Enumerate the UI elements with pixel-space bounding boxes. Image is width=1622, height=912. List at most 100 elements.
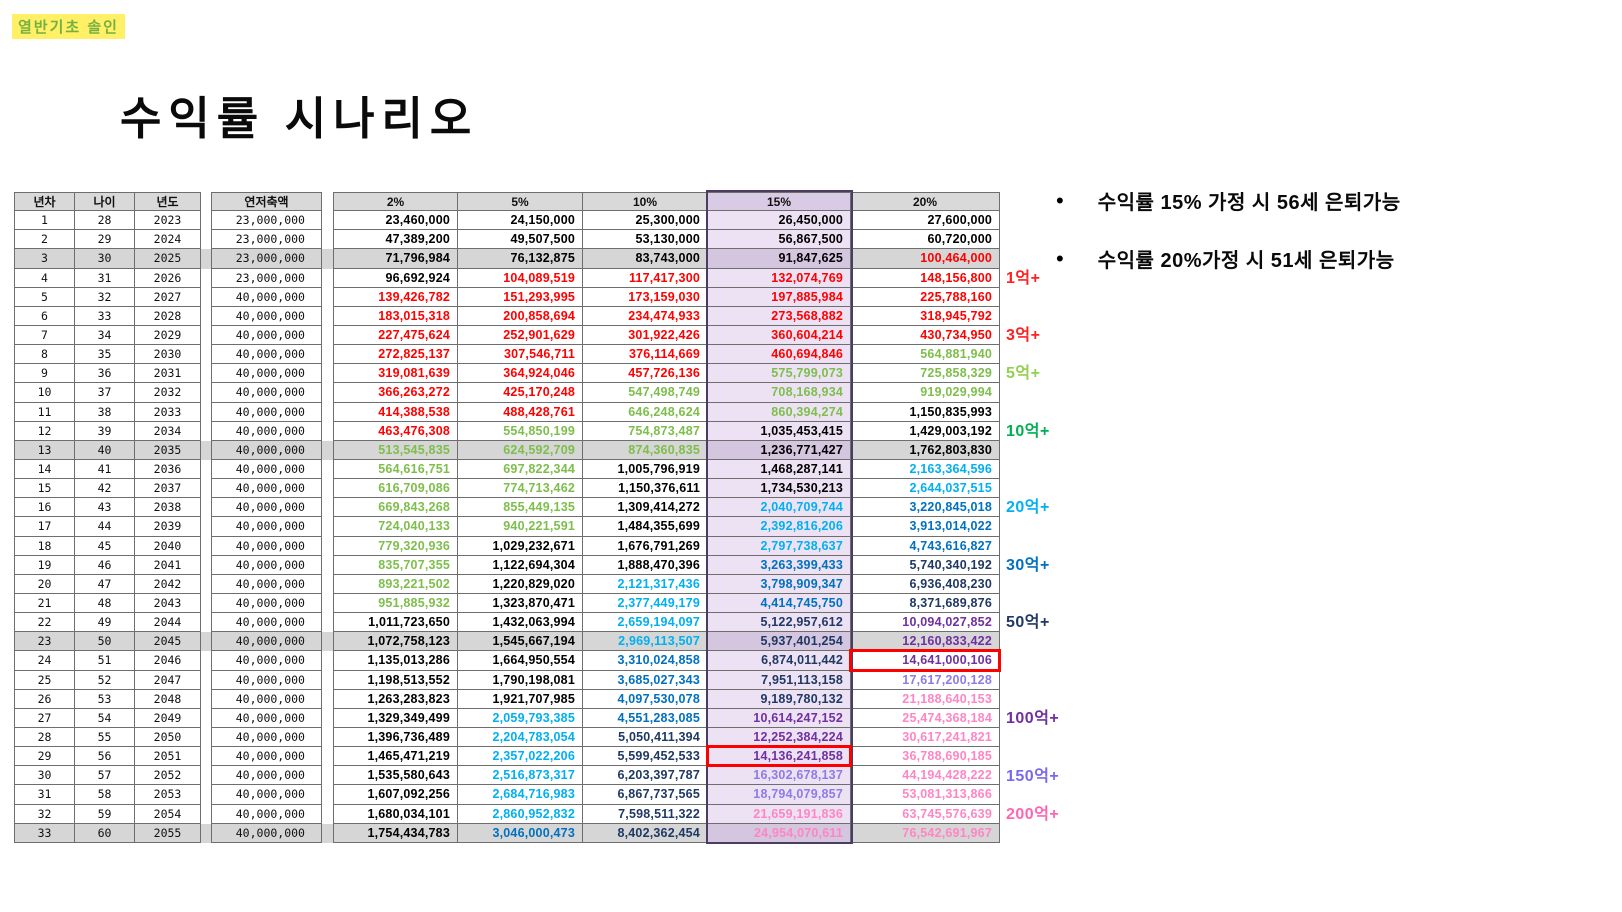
row-gap bbox=[322, 345, 333, 364]
value-cell: 3,685,027,343 bbox=[583, 670, 708, 690]
row-cell: 16 bbox=[14, 498, 75, 518]
row-gap bbox=[201, 422, 211, 441]
value-cell: 227,475,624 bbox=[333, 325, 458, 346]
value-cell: 318,945,792 bbox=[851, 306, 1000, 326]
value-cell: 6,936,408,230 bbox=[851, 574, 1000, 594]
value-cell: 564,616,751 bbox=[333, 459, 458, 480]
value-cell: 2,204,783,054 bbox=[458, 727, 583, 748]
value-cell: 2,121,317,436 bbox=[583, 574, 708, 594]
row-gap bbox=[201, 326, 211, 345]
threshold-label: 150억+ bbox=[1006, 767, 1060, 785]
row-gap bbox=[322, 594, 333, 613]
value-cell: 83,743,000 bbox=[583, 249, 708, 269]
row-cell: 40,000,000 bbox=[211, 421, 322, 441]
row-gap bbox=[201, 785, 211, 804]
row-cell: 30 bbox=[14, 766, 75, 786]
value-cell: 366,263,272 bbox=[333, 383, 458, 403]
value-cell: 893,221,502 bbox=[333, 574, 458, 594]
row-cell: 40,000,000 bbox=[211, 632, 322, 652]
value-cell: 3,310,024,858 bbox=[583, 651, 708, 671]
row-cell: 56 bbox=[75, 747, 135, 767]
header-gap bbox=[201, 192, 211, 211]
row-cell: 23 bbox=[14, 632, 75, 652]
row-cell: 9 bbox=[14, 364, 75, 384]
value-cell: 14,641,000,106 bbox=[849, 649, 1001, 672]
note-text: 수익률 15% 가정 시 56세 은퇴가능 bbox=[1097, 192, 1401, 214]
row-gap bbox=[201, 537, 211, 556]
row-cell: 58 bbox=[75, 785, 135, 805]
row-gap bbox=[322, 422, 333, 441]
value-cell: 2,797,738,637 bbox=[708, 536, 851, 556]
value-cell: 132,074,769 bbox=[708, 268, 851, 288]
row-cell: 2034 bbox=[135, 421, 201, 441]
value-cell: 360,604,214 bbox=[708, 325, 851, 346]
column-header: 나이 bbox=[75, 192, 135, 212]
value-cell: 8,402,362,454 bbox=[583, 823, 708, 843]
row-cell: 28 bbox=[75, 211, 135, 231]
row-cell: 30 bbox=[75, 249, 135, 269]
row-cell: 40 bbox=[75, 440, 135, 460]
row-gap bbox=[322, 307, 333, 326]
row-cell: 40,000,000 bbox=[211, 306, 322, 326]
value-cell: 4,551,283,085 bbox=[583, 708, 708, 728]
value-cell: 60,720,000 bbox=[851, 230, 1000, 250]
value-cell: 1,734,530,213 bbox=[708, 479, 851, 499]
row-cell: 22 bbox=[14, 613, 75, 633]
row-cell: 39 bbox=[75, 421, 135, 441]
value-cell: 669,843,268 bbox=[333, 498, 458, 518]
row-cell: 24 bbox=[14, 651, 75, 671]
row-cell: 1 bbox=[14, 211, 75, 231]
value-cell: 2,969,113,507 bbox=[583, 632, 708, 652]
value-cell: 2,659,194,097 bbox=[583, 613, 708, 633]
row-gap bbox=[322, 288, 333, 307]
row-cell: 38 bbox=[75, 402, 135, 422]
row-cell: 40,000,000 bbox=[211, 479, 322, 499]
row-gap bbox=[322, 766, 333, 785]
row-cell: 40,000,000 bbox=[211, 689, 322, 709]
row-cell: 40,000,000 bbox=[211, 536, 322, 556]
value-cell: 724,040,133 bbox=[333, 517, 458, 537]
value-cell: 1,198,513,552 bbox=[333, 670, 458, 690]
row-cell: 2048 bbox=[135, 689, 201, 709]
value-cell: 1,888,470,396 bbox=[583, 555, 708, 575]
value-cell: 225,788,160 bbox=[851, 287, 1000, 307]
row-cell: 23,000,000 bbox=[211, 249, 322, 269]
row-cell: 2046 bbox=[135, 651, 201, 671]
row-cell: 2054 bbox=[135, 804, 201, 824]
column-header: 5% bbox=[458, 192, 583, 212]
row-cell: 40,000,000 bbox=[211, 345, 322, 365]
value-cell: 252,901,629 bbox=[458, 325, 583, 346]
row-gap bbox=[322, 613, 333, 632]
value-cell: 646,248,624 bbox=[583, 402, 708, 422]
value-cell: 1,762,803,830 bbox=[851, 440, 1000, 460]
row-cell: 2047 bbox=[135, 670, 201, 690]
value-cell: 25,474,368,184 bbox=[851, 708, 1000, 728]
row-cell: 40,000,000 bbox=[211, 804, 322, 824]
value-cell: 1,680,034,101 bbox=[333, 804, 458, 824]
value-cell: 364,924,046 bbox=[458, 364, 583, 384]
row-gap bbox=[201, 728, 211, 747]
value-cell: 4,097,530,078 bbox=[583, 689, 708, 709]
value-cell: 44,194,428,222 bbox=[851, 766, 1000, 786]
row-gap bbox=[201, 613, 211, 632]
value-cell: 725,858,329 bbox=[851, 364, 1000, 384]
value-cell: 624,592,709 bbox=[458, 440, 583, 460]
threshold-label: 10억+ bbox=[1006, 422, 1050, 440]
value-cell: 2,357,022,206 bbox=[458, 747, 583, 767]
value-cell: 951,885,932 bbox=[333, 593, 458, 614]
row-gap bbox=[322, 269, 333, 288]
row-cell: 23,000,000 bbox=[211, 230, 322, 250]
value-cell: 5,740,340,192 bbox=[851, 555, 1000, 575]
value-cell: 53,081,313,866 bbox=[851, 785, 1000, 805]
header-gap bbox=[322, 192, 333, 211]
value-cell: 10,094,027,852 bbox=[851, 613, 1000, 633]
value-cell: 49,507,500 bbox=[458, 230, 583, 250]
row-gap bbox=[322, 479, 333, 498]
value-cell: 5,122,957,612 bbox=[708, 613, 851, 633]
row-cell: 5 bbox=[14, 287, 75, 307]
value-cell: 56,867,500 bbox=[708, 230, 851, 250]
row-gap bbox=[322, 440, 333, 460]
row-cell: 33 bbox=[14, 823, 75, 843]
note-item: • 수익률 20%가정 시 51세 은퇴가능 bbox=[1056, 244, 1395, 273]
value-cell: 25,300,000 bbox=[583, 211, 708, 231]
